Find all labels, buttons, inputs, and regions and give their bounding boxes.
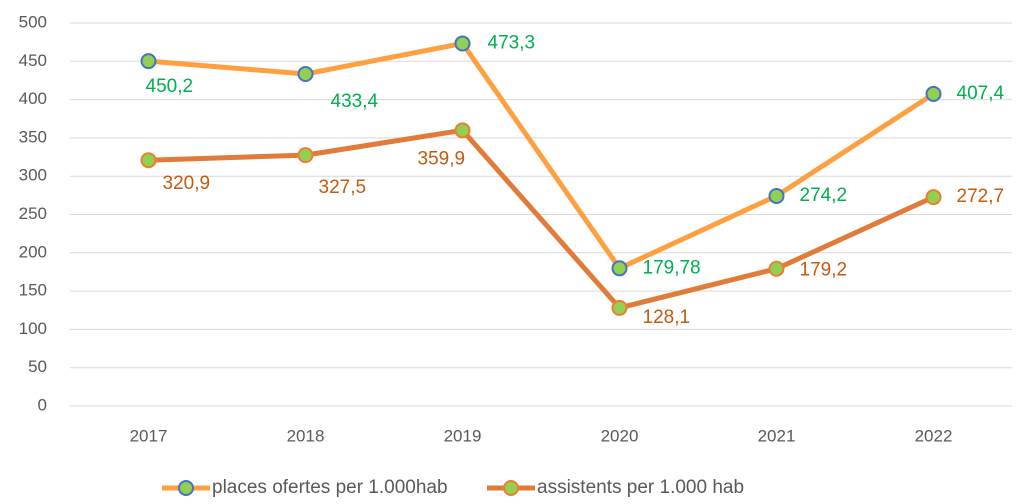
marker [140,152,157,169]
marker [925,189,942,206]
data-label: 433,4 [331,91,379,112]
data-label: 272,7 [957,186,1005,207]
data-label: 473,3 [488,32,536,53]
legend-label: assistents per 1.000 hab [537,477,744,498]
y-tick-label: 200 [19,242,47,261]
data-label: 407,4 [957,83,1005,104]
marker [611,260,628,277]
x-tick-label: 2017 [130,426,168,445]
y-tick-label: 350 [19,127,47,146]
marker [925,85,942,102]
y-tick-label: 450 [19,51,47,70]
data-label: 274,2 [800,185,848,206]
marker [140,53,157,70]
data-label: 450,2 [146,76,194,97]
data-label: 327,5 [319,177,367,198]
y-tick-label: 250 [19,204,47,223]
legend-marker [178,480,194,496]
legend-marker [503,480,519,496]
y-tick-label: 300 [19,166,47,185]
data-label: 320,9 [163,173,211,194]
x-tick-label: 2022 [915,426,953,445]
y-tick-label: 100 [19,319,47,338]
x-tick-label: 2019 [444,426,482,445]
series-line [148,127,935,311]
data-label: 179,78 [643,257,701,278]
y-tick-label: 0 [38,395,47,414]
y-tick-label: 400 [19,89,47,108]
data-label: 179,2 [800,260,848,281]
data-label: 128,1 [643,307,691,328]
marker [768,260,785,277]
x-tick-label: 2018 [287,426,325,445]
legend-label: places ofertes per 1.000hab [212,477,448,498]
y-tick-label: 500 [19,12,47,31]
marker [297,66,314,83]
marker [454,122,471,139]
marker [611,299,628,316]
y-tick-label: 150 [19,281,47,300]
data-label: 359,9 [418,148,466,169]
x-tick-label: 2020 [601,426,639,445]
marker [297,147,314,164]
series-line [148,40,935,271]
x-tick-label: 2021 [758,426,796,445]
marker [454,35,471,52]
y-tick-label: 50 [28,357,47,376]
marker [768,187,785,204]
